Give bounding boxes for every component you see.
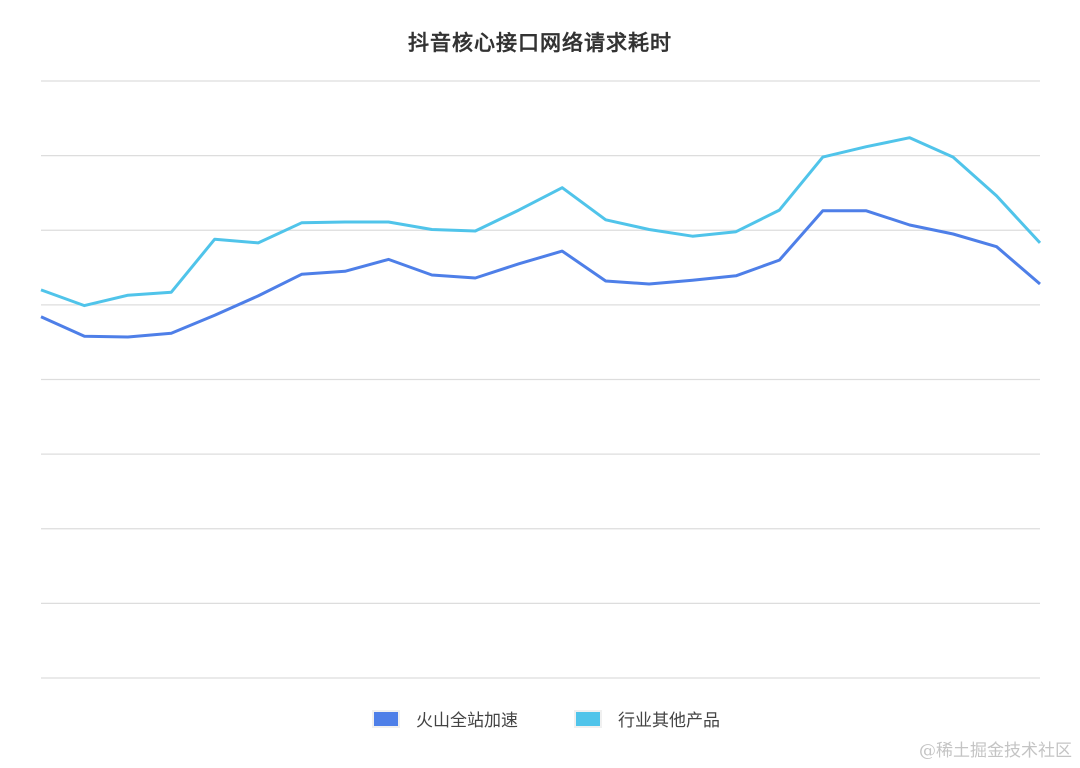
gridlines <box>41 80 1040 679</box>
legend-label: 行业其他产品 <box>618 711 720 731</box>
legend-swatch-icon <box>372 709 400 728</box>
line-chart-plot <box>40 80 1042 679</box>
series-lines <box>40 136 1042 339</box>
legend: 火山全站加速 行业其他产品 <box>0 706 1080 731</box>
legend-item-volcano[interactable]: 火山全站加速 <box>360 706 518 731</box>
series-line-volcano[interactable] <box>40 209 1041 339</box>
legend-item-industry[interactable]: 行业其他产品 <box>562 706 720 731</box>
legend-label: 火山全站加速 <box>416 711 518 731</box>
watermark: @稀土掘金技术社区 <box>919 741 1072 761</box>
series-line-industry[interactable] <box>40 136 1042 308</box>
legend-swatch-icon <box>574 709 602 728</box>
chart-title: 抖音核心接口网络请求耗时 <box>408 31 672 55</box>
